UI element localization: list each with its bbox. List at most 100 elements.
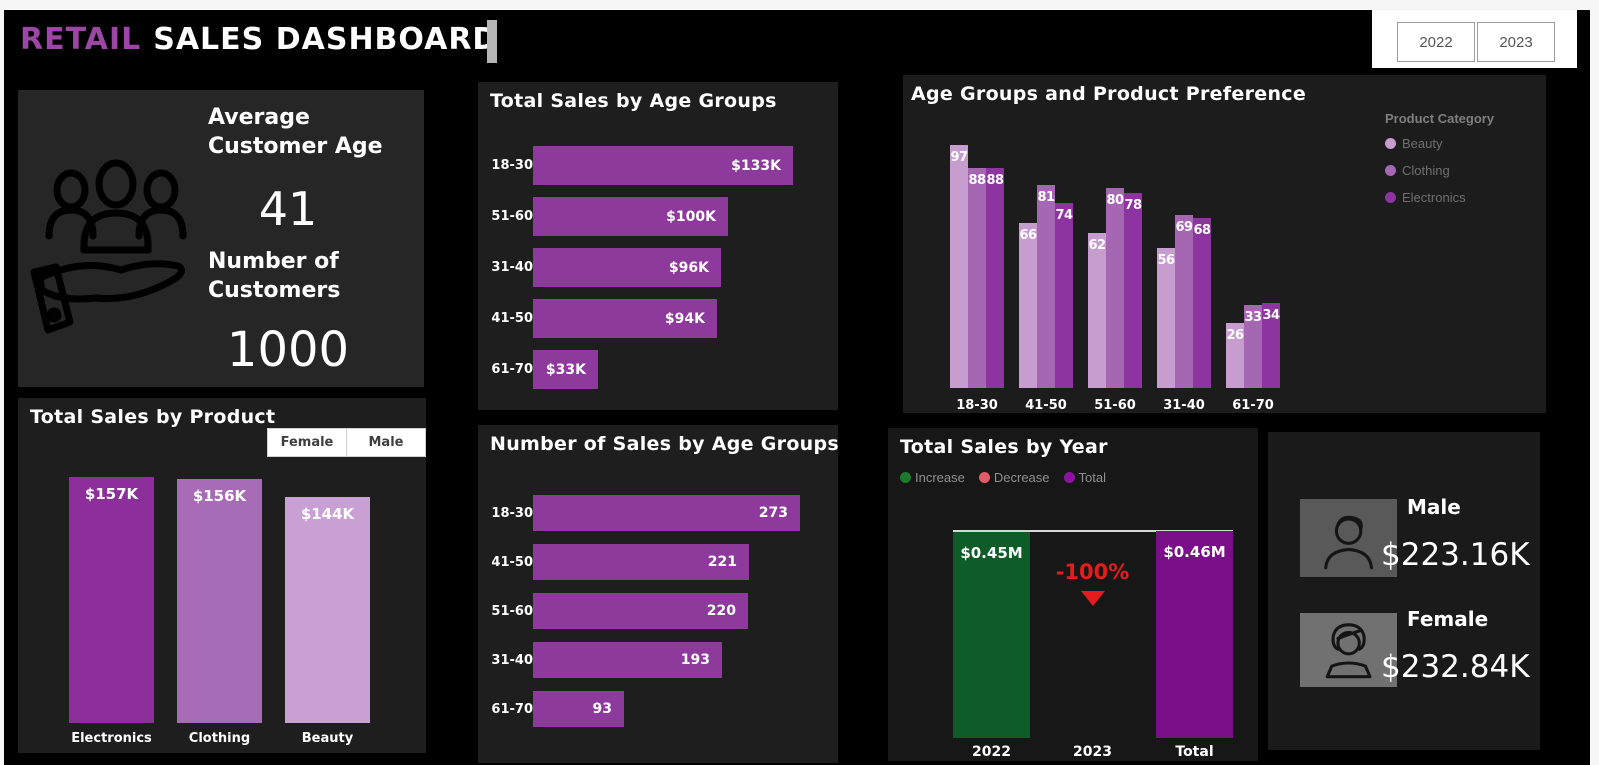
bar-2022[interactable]: $0.45M (953, 532, 1030, 738)
legend-label: Increase (915, 470, 965, 485)
bar-group-31-40: 56 69 68 31-40 (1157, 215, 1211, 413)
clustered-column-chart: 97 88 88 18-30 66 81 74 41-50 62 80 78 51-60 56 69 68 3… (950, 145, 1280, 413)
bar-51-60[interactable]: $100K (533, 197, 728, 236)
legend-item-increase[interactable]: Increase (900, 470, 965, 485)
average-age-label: Average Customer Age (208, 105, 383, 159)
bar-category-label: 41-50 (491, 554, 533, 570)
bar-31-40[interactable]: $96K (533, 248, 721, 287)
age-product-preference-card: Age Groups and Product Preference 97 88 88… (903, 75, 1546, 413)
waterfall-legend: Increase Decrease Total (900, 470, 1106, 485)
legend-label: Clothing (1402, 163, 1450, 178)
people-in-hand-icon (26, 150, 206, 344)
bar-61-70[interactable]: 93 (533, 691, 624, 727)
legend-item-electronics[interactable]: Electronics (1385, 190, 1540, 205)
bar-group-61-70: 26 33 34 61-70 (1226, 303, 1280, 413)
bar-41-50[interactable]: $94K (533, 299, 717, 338)
legend-item-total[interactable]: Total (1063, 470, 1106, 485)
male-label: Male (1407, 495, 1461, 519)
bar-category-label: 2023 (1073, 744, 1112, 760)
bar-beauty[interactable]: $144K Beauty (285, 497, 370, 746)
year-filter-panel: 2022 2023 (1372, 10, 1577, 68)
bar-61-70[interactable]: $33K (533, 350, 598, 389)
bar-category-label: 61-70 (491, 701, 533, 717)
sales-age-bar-chart: 18-30 $133K 51-60 $100K 31-40 $96K 41-50 $94K 61… (478, 146, 838, 401)
bar-value-label: $0.46M (1163, 543, 1226, 561)
bar-category-label: Electronics (71, 731, 152, 746)
decrease-arrow-icon (1081, 591, 1105, 606)
bar-value-label: 80 (1106, 193, 1124, 208)
bar-clothing-61-70[interactable]: 33 (1244, 305, 1262, 388)
bar-column-beauty: $144K Beauty (285, 497, 370, 746)
bar-clothing-41-50[interactable]: 81 (1037, 185, 1055, 388)
bar-value-label: 33 (1244, 310, 1262, 325)
bar-value-label: $144K (300, 505, 355, 523)
bar-31-40[interactable]: 193 (533, 642, 722, 678)
bar-total[interactable]: $0.46M (1156, 531, 1233, 738)
bar-value-label: 220 (706, 603, 736, 619)
male-filter-button[interactable]: Male (346, 428, 426, 457)
bar-value-label: $96K (668, 259, 709, 276)
bar-electronics[interactable]: $157K Electronics (69, 477, 154, 746)
bar-category-label: 31-40 (491, 260, 533, 275)
bar-electronics-31-40[interactable]: 68 (1193, 218, 1211, 388)
chart-title: Age Groups and Product Preference (911, 83, 1307, 105)
female-filter-button[interactable]: Female (267, 428, 347, 457)
legend-dot (1385, 165, 1396, 176)
bar-value-label: 88 (986, 173, 1004, 188)
male-sales-value: $223.16K (1381, 537, 1530, 573)
bar-row: 61-70 93 (478, 691, 838, 727)
bar-18-30[interactable]: $133K (533, 146, 793, 185)
bar-beauty-31-40[interactable]: 56 (1157, 248, 1175, 388)
bar-beauty-18-30[interactable]: 97 (950, 145, 968, 388)
bar-category-label: 51-60 (1094, 398, 1136, 413)
bar-clothing-31-40[interactable]: 69 (1175, 215, 1193, 388)
legend-label: Decrease (993, 470, 1050, 485)
bar-41-50[interactable]: 221 (533, 544, 749, 580)
bar-category-label: 41-50 (1025, 398, 1067, 413)
customer-kpi-card: Average Customer Age 41 Number of Custom… (18, 90, 424, 387)
bar-value-label: 69 (1175, 220, 1193, 235)
bar-beauty-51-60[interactable]: 62 (1088, 233, 1106, 388)
bar-category-label: 18-30 (491, 505, 533, 521)
customer-count-value: 1000 (226, 322, 350, 378)
bar-value-label: 74 (1055, 208, 1073, 223)
bar-clothing[interactable]: $156K Clothing (177, 479, 262, 746)
year-2022-button[interactable]: 2022 (1397, 22, 1475, 62)
bar-row: 18-30 $133K (478, 146, 838, 185)
bar-electronics-61-70[interactable]: 34 (1262, 303, 1280, 388)
bar-value-label: 34 (1262, 308, 1280, 323)
bar-value-label: 221 (707, 554, 737, 570)
bar-beauty-41-50[interactable]: 66 (1019, 223, 1037, 388)
bar-electronics-51-60[interactable]: 78 (1124, 193, 1142, 388)
bar-clothing-51-60[interactable]: 80 (1106, 188, 1124, 388)
female-avatar-icon (1325, 623, 1372, 679)
legend-item-decrease[interactable]: Decrease (978, 470, 1050, 485)
bar-category-label: 18-30 (491, 158, 533, 173)
number-of-sales-by-age-card: Number of Sales by Age Groups 18-30 273 41… (478, 425, 839, 763)
bar-clothing-18-30[interactable]: 88 (968, 168, 986, 388)
bar-column-clothing: $156K Clothing (177, 479, 262, 746)
connector-line (953, 530, 1233, 532)
bar-value-label: $94K (664, 310, 705, 327)
bar-category-label: 18-30 (956, 398, 998, 413)
female-sales-value: $232.84K (1381, 649, 1530, 685)
bar-category-label: 31-40 (491, 652, 533, 668)
bar-electronics-18-30[interactable]: 88 (986, 168, 1004, 388)
legend-item-clothing[interactable]: Clothing (1385, 163, 1540, 178)
bar-value-label: 97 (950, 150, 968, 165)
legend-label: Beauty (1402, 136, 1443, 151)
female-avatar (1300, 613, 1397, 687)
bar-beauty-61-70[interactable]: 26 (1226, 323, 1244, 388)
legend-dot (1385, 192, 1396, 203)
legend-label: Electronics (1402, 190, 1466, 205)
year-2023-button[interactable]: 2023 (1477, 22, 1555, 62)
bar-51-60[interactable]: 220 (533, 593, 748, 629)
bar-value-label: $156K (192, 487, 247, 505)
legend-dot (900, 472, 911, 483)
legend-item-beauty[interactable]: Beauty (1385, 136, 1540, 151)
bar-electronics-41-50[interactable]: 74 (1055, 203, 1073, 388)
bar-value-label: 56 (1157, 253, 1175, 268)
bar-row: 31-40 $96K (478, 248, 838, 287)
bar-18-30[interactable]: 273 (533, 495, 800, 531)
bar-value-label: 78 (1124, 198, 1142, 213)
